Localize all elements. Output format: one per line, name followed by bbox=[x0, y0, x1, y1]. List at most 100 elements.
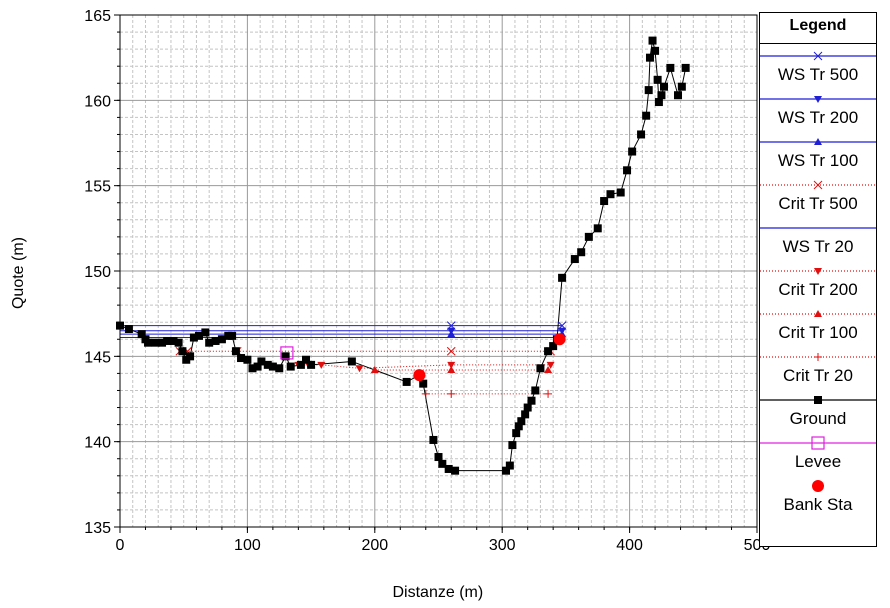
ground-point bbox=[628, 147, 637, 156]
y-tick-label: 140 bbox=[84, 435, 111, 452]
ground-point bbox=[531, 386, 540, 395]
crit-tr-500-point bbox=[446, 346, 456, 356]
legend-swatch bbox=[760, 227, 876, 229]
ground-point bbox=[186, 352, 195, 361]
ground-point bbox=[237, 354, 246, 363]
legend-label: WS Tr 20 bbox=[782, 237, 854, 256]
ground-point bbox=[677, 82, 686, 91]
y-tick-label: 150 bbox=[84, 264, 111, 281]
legend-marker bbox=[811, 436, 825, 450]
legend-marker bbox=[812, 480, 824, 492]
ground-point bbox=[144, 338, 153, 347]
ground-point bbox=[549, 342, 558, 351]
x-tick-label: 200 bbox=[361, 537, 388, 554]
legend-label: WS Tr 100 bbox=[777, 151, 859, 170]
legend-separator bbox=[760, 43, 876, 44]
ground-point bbox=[281, 352, 290, 361]
ground-point bbox=[570, 255, 579, 264]
ground-point bbox=[302, 355, 311, 364]
legend-label: Crit Tr 200 bbox=[778, 280, 858, 299]
legend-label: Crit Tr 500 bbox=[778, 194, 858, 213]
ground-point bbox=[347, 357, 356, 366]
crit-tr-100-point bbox=[447, 365, 456, 373]
ground-point bbox=[275, 364, 284, 373]
legend-swatch bbox=[760, 268, 876, 275]
ground-point bbox=[201, 328, 210, 337]
legend-swatch bbox=[760, 396, 876, 404]
legend-entry-crit-tr-200: Crit Tr 200 bbox=[760, 261, 876, 304]
x-tick-label: 400 bbox=[616, 537, 643, 554]
y-tick-label: 145 bbox=[84, 349, 111, 366]
legend-marker bbox=[814, 353, 822, 361]
legend-marker bbox=[814, 268, 822, 275]
ground-point bbox=[243, 355, 252, 364]
crit-tr-200-point bbox=[317, 361, 326, 369]
y-axis-label: Quote (m) bbox=[10, 236, 28, 310]
ground-point bbox=[211, 336, 220, 345]
legend-entry-crit-tr-100: Crit Tr 100 bbox=[760, 304, 876, 347]
x-tick-label: 100 bbox=[234, 537, 261, 554]
legend-entry-levee: Levee bbox=[760, 433, 876, 476]
ground-point bbox=[248, 364, 257, 373]
legend-label: Ground bbox=[789, 409, 847, 428]
legend: Legend WS Tr 500 WS Tr 200 WS Tr 100 Crit T… bbox=[759, 12, 877, 547]
ground-point bbox=[644, 86, 653, 95]
crit-tr-200-point bbox=[447, 361, 456, 369]
ground-point bbox=[217, 335, 226, 344]
ground-point bbox=[558, 273, 567, 282]
ground-point bbox=[438, 459, 447, 468]
ground-point bbox=[642, 111, 651, 120]
legend-marker bbox=[814, 96, 822, 103]
ground-point bbox=[593, 224, 602, 233]
legend-title: Legend bbox=[789, 17, 847, 34]
legend-swatch bbox=[812, 480, 824, 492]
ground-point bbox=[544, 347, 553, 356]
ground-point bbox=[623, 166, 632, 175]
ground-point bbox=[514, 422, 523, 431]
crit-tr-200-point bbox=[546, 361, 555, 369]
crit-tr-100-point bbox=[370, 365, 379, 373]
series-markers bbox=[116, 36, 690, 475]
ground-point bbox=[651, 46, 660, 55]
ground-point bbox=[228, 331, 237, 340]
ground-point bbox=[194, 331, 203, 340]
y-tick-label: 135 bbox=[84, 520, 111, 537]
legend-marker bbox=[814, 138, 822, 145]
legend-swatch bbox=[760, 180, 876, 190]
legend-marker bbox=[814, 396, 822, 404]
ground-point bbox=[523, 403, 532, 412]
legend-entry-ws-tr-500: WS Tr 500 bbox=[760, 46, 876, 89]
legend-swatch bbox=[760, 353, 876, 361]
ground-point bbox=[517, 417, 526, 426]
ground-point bbox=[178, 347, 187, 356]
ground-point bbox=[657, 91, 666, 100]
legend-entry-ws-tr-20: WS Tr 20 bbox=[760, 218, 876, 261]
ground-point bbox=[429, 435, 438, 444]
ground-point bbox=[527, 396, 536, 405]
ground-point bbox=[205, 338, 214, 347]
crit-tr-20-point bbox=[544, 389, 553, 398]
ground-point bbox=[158, 338, 167, 347]
legend-swatch bbox=[760, 436, 876, 450]
ground-point bbox=[444, 464, 453, 473]
ground-point bbox=[419, 379, 428, 388]
y-tick-label: 155 bbox=[84, 179, 111, 196]
crit-tr-20-point bbox=[447, 389, 456, 398]
ground-point bbox=[577, 248, 586, 257]
legend-label: Crit Tr 100 bbox=[778, 323, 858, 342]
legend-entry-crit-tr-20: Crit Tr 20 bbox=[760, 347, 876, 390]
ground-point bbox=[616, 188, 625, 197]
ground-point bbox=[654, 98, 663, 107]
ground-point bbox=[124, 325, 133, 334]
ground-point bbox=[653, 75, 662, 84]
crit-tr-100-point bbox=[544, 365, 553, 373]
ground-point bbox=[536, 364, 545, 373]
legend-swatch bbox=[760, 138, 876, 145]
ground-point bbox=[268, 362, 277, 371]
ground-point bbox=[508, 441, 517, 450]
legend-entry-ws-tr-100: WS Tr 100 bbox=[760, 132, 876, 175]
ground-point bbox=[659, 82, 668, 91]
ground-point bbox=[257, 357, 266, 366]
ground-point bbox=[189, 333, 198, 342]
ground-series bbox=[119, 40, 687, 472]
